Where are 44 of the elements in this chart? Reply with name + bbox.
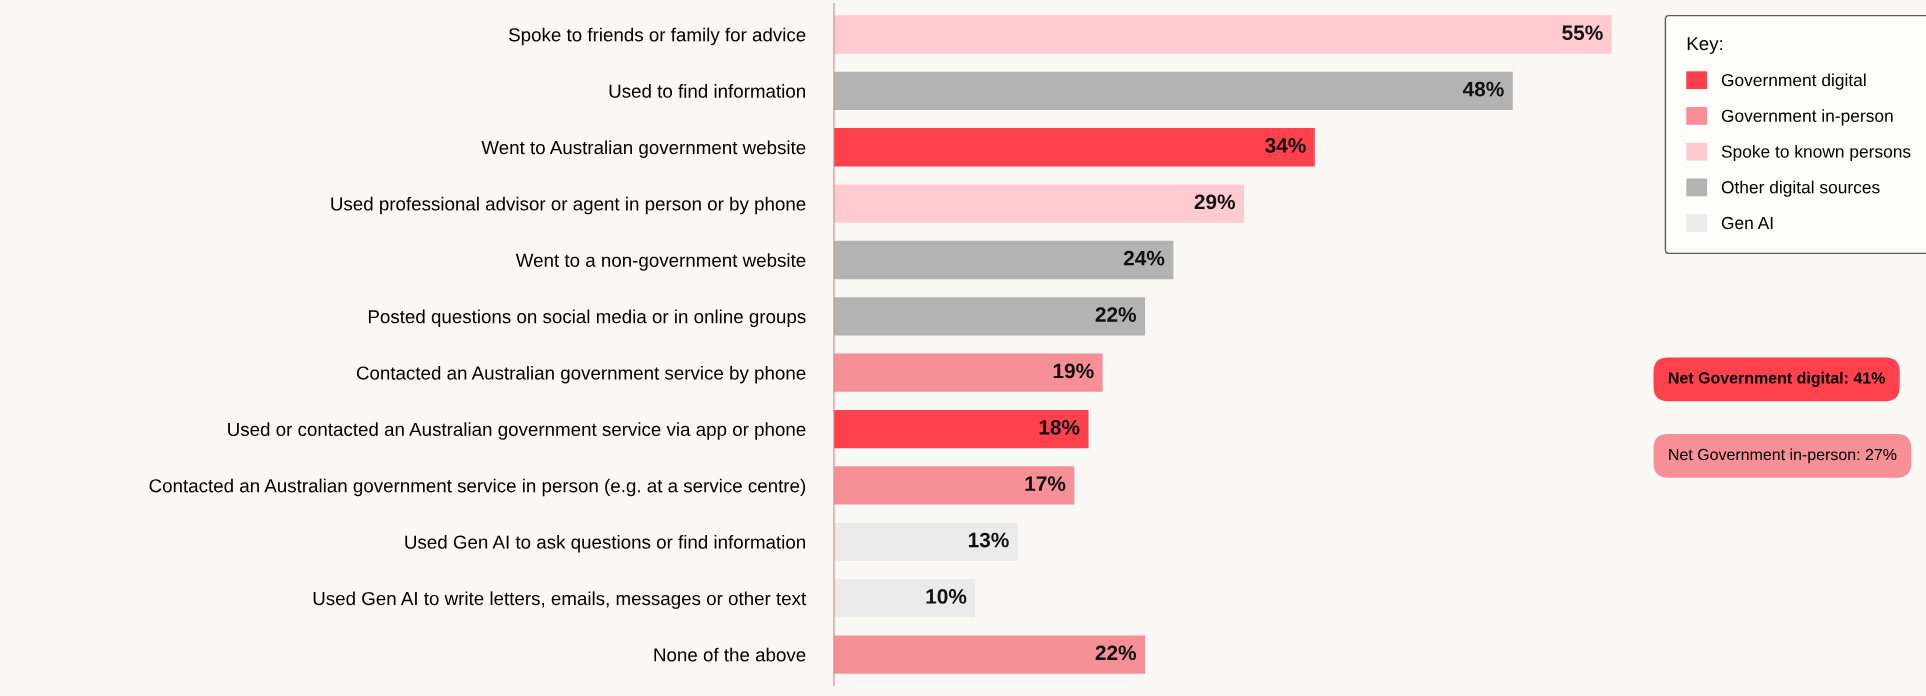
bar	[833, 297, 1146, 336]
data-label: 13%	[968, 532, 1009, 548]
text: Net Government in-person: 27%	[1669, 448, 1897, 464]
y-tick-label: Contacted an Australian government service by phone	[356, 365, 806, 384]
data-label: 34%	[1265, 138, 1306, 153]
y-tick-label: None of the above	[654, 647, 806, 662]
bar	[833, 71, 1513, 111]
bar	[833, 522, 1018, 561]
bar	[833, 128, 1315, 167]
data-label: 24%	[1123, 250, 1165, 266]
y-tick-label: Used Gen AI to ask questions or find information	[405, 535, 805, 553]
bar	[833, 240, 1174, 280]
y-tick-label: Used to find information	[609, 84, 805, 98]
legend-title: Key:	[1687, 37, 1723, 54]
bar	[833, 353, 1103, 392]
bar	[833, 409, 1089, 449]
data-label: 10%	[926, 589, 967, 604]
y-tick-label: Contacted an Australian government service in person (e.g. at a service centre)	[149, 478, 806, 497]
legend-label: Government in-person	[1721, 109, 1893, 126]
legend-label: Government digital	[1721, 73, 1866, 90]
data-label: 48%	[1462, 81, 1504, 97]
legend-label: Other digital sources	[1721, 180, 1880, 197]
bar	[833, 184, 1245, 223]
data-label: 17%	[1025, 476, 1066, 491]
data-label: 22%	[1095, 645, 1137, 661]
data-label: 55%	[1562, 25, 1603, 41]
y-tick-label: Went to a non-government website	[515, 253, 806, 271]
data-label: 29%	[1194, 194, 1236, 210]
bar	[833, 635, 1146, 674]
data-label: 18%	[1039, 419, 1080, 435]
text: Net Government digital: 41%	[1668, 371, 1885, 387]
y-tick-label: Went to Australian government website	[481, 140, 806, 158]
bar	[833, 466, 1075, 505]
data-label: 19%	[1053, 363, 1094, 379]
legend-label: Spoke to known persons	[1721, 144, 1911, 162]
data-label: 22%	[1095, 307, 1137, 322]
bar	[833, 15, 1612, 54]
y-tick-label: Used Gen AI to write letters, emails, messages or other text	[313, 591, 807, 609]
y-tick-label: Posted questions on social media or in online groups	[368, 309, 806, 328]
y-tick-label: Used or contacted an Australian government service via app or phone	[228, 422, 806, 440]
legend-label: Gen AI	[1721, 216, 1773, 230]
bar	[833, 579, 976, 618]
y-tick-label: Used professional advisor or agent in person or by phone	[331, 196, 806, 215]
y-tick-label: Spoke to friends or family for advice	[509, 27, 806, 46]
